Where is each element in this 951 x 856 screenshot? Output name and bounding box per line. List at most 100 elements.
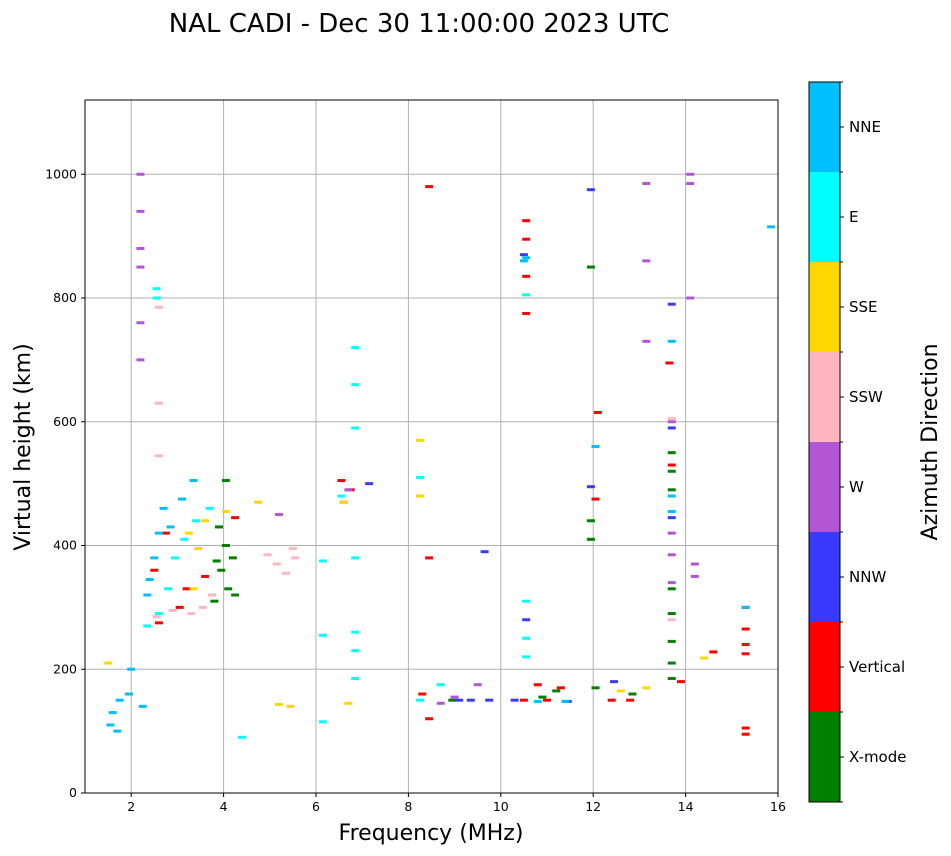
- data-point: [519, 698, 528, 702]
- colorbar-label: Azimuth Direction: [918, 343, 943, 540]
- data-point: [425, 185, 434, 189]
- x-tick-label: 4: [220, 799, 228, 814]
- data-point: [198, 605, 207, 609]
- data-point: [522, 311, 531, 315]
- data-point: [586, 188, 595, 192]
- data-point: [667, 451, 676, 455]
- y-tick-label: 600: [53, 414, 77, 429]
- data-point: [415, 438, 424, 442]
- data-point: [351, 426, 360, 430]
- data-point: [642, 259, 651, 263]
- data-point: [522, 237, 531, 241]
- x-axis-label: Frequency (MHz): [339, 821, 524, 846]
- data-point: [741, 732, 750, 736]
- data-point: [690, 574, 699, 578]
- data-point: [138, 704, 147, 708]
- series-e: [143, 287, 531, 739]
- data-point: [415, 494, 424, 498]
- x-tick-label: 6: [312, 799, 320, 814]
- data-point: [741, 652, 750, 656]
- data-point: [642, 182, 651, 186]
- data-point: [344, 701, 353, 705]
- y-tick-label: 0: [69, 785, 77, 800]
- data-point: [143, 624, 152, 628]
- data-point: [224, 587, 233, 591]
- data-point: [741, 726, 750, 730]
- data-point: [182, 587, 191, 591]
- data-point: [522, 599, 531, 603]
- data-point: [168, 608, 177, 612]
- data-point: [365, 482, 374, 486]
- data-point: [231, 516, 240, 520]
- data-point: [665, 361, 674, 365]
- x-tick-label: 16: [770, 799, 786, 814]
- data-point: [607, 698, 616, 702]
- data-point: [448, 698, 457, 702]
- data-point: [741, 605, 750, 609]
- data-point: [136, 321, 145, 325]
- data-point: [178, 497, 187, 501]
- data-point: [667, 339, 676, 343]
- data-point: [351, 630, 360, 634]
- data-point: [221, 509, 230, 513]
- data-point: [741, 627, 750, 631]
- x-axis-ticks: 2 4 6 8 10 12 14 16: [127, 793, 786, 814]
- data-point: [667, 618, 676, 622]
- data-point: [201, 574, 210, 578]
- data-point: [318, 633, 327, 637]
- data-point: [152, 615, 161, 619]
- data-point: [205, 506, 214, 510]
- data-point: [415, 475, 424, 479]
- data-point: [191, 519, 200, 523]
- data-point: [425, 717, 434, 721]
- data-point: [556, 686, 565, 690]
- y-tick-label: 1000: [45, 166, 77, 181]
- data-point: [522, 636, 531, 640]
- data-point: [561, 699, 570, 703]
- data-point: [171, 556, 180, 560]
- data-point: [522, 293, 531, 297]
- y-axis-ticks: 0 200 400 600 800 1000: [45, 166, 85, 800]
- data-point: [189, 587, 198, 591]
- data-point: [231, 593, 240, 597]
- data-point: [281, 571, 290, 575]
- data-point: [337, 494, 346, 498]
- data-point: [667, 677, 676, 681]
- colorbar-frame: [808, 81, 841, 803]
- series-w: [136, 172, 699, 705]
- data-point: [228, 556, 237, 560]
- data-point: [522, 274, 531, 278]
- data-point: [667, 302, 676, 306]
- data-point: [473, 683, 482, 687]
- data-point: [586, 537, 595, 541]
- data-point: [418, 692, 427, 696]
- data-point: [159, 506, 168, 510]
- data-point: [686, 172, 695, 176]
- series-nnw: [365, 188, 676, 703]
- y-tick-label: 400: [53, 538, 77, 553]
- data-point: [667, 587, 676, 591]
- data-point: [113, 729, 122, 733]
- data-point: [700, 656, 709, 660]
- data-point: [154, 401, 163, 405]
- data-point: [591, 445, 600, 448]
- plot-frame: [84, 99, 779, 794]
- y-axis-label: Virtual height (km): [11, 343, 36, 550]
- data-point: [415, 698, 424, 702]
- data-point: [686, 182, 695, 186]
- data-point: [425, 556, 434, 560]
- data-point: [212, 559, 221, 563]
- data-point: [175, 605, 184, 609]
- data-point: [466, 698, 475, 702]
- data-point: [351, 383, 360, 387]
- series-x-mode: [210, 265, 676, 702]
- data-point: [136, 172, 145, 176]
- data-point: [586, 265, 595, 269]
- data-point: [154, 305, 163, 309]
- data-point: [522, 655, 531, 659]
- series-sse: [104, 438, 709, 708]
- data-point: [291, 556, 300, 560]
- colorbar-tick-label: W: [849, 478, 864, 496]
- data-point: [686, 296, 695, 300]
- data-point: [667, 516, 676, 520]
